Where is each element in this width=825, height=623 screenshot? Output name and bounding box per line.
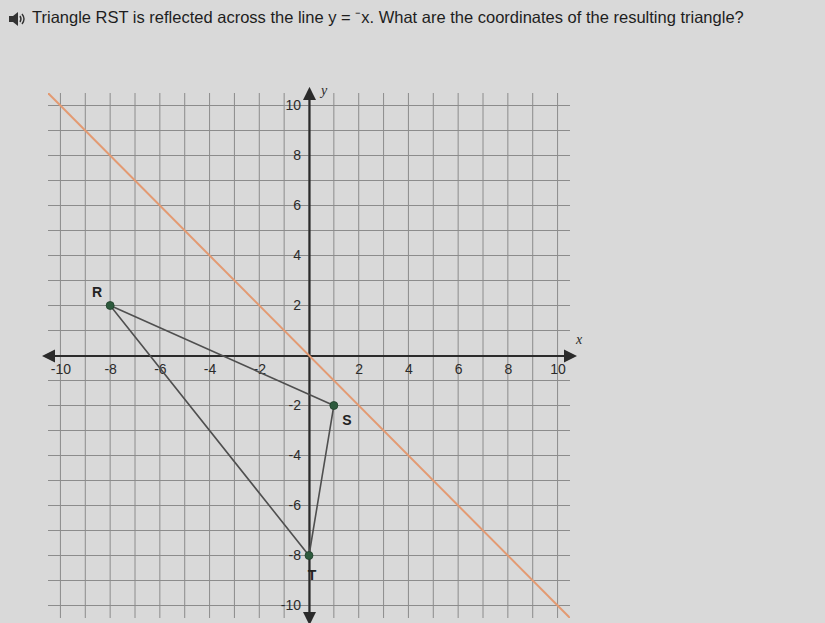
tick-label: 4 <box>293 247 301 263</box>
tick-label: -10 <box>281 597 301 613</box>
tick: -10 <box>281 597 309 613</box>
tick-label: 8 <box>293 147 301 163</box>
tick-label: 10 <box>550 361 566 377</box>
vertex <box>330 402 338 410</box>
tick-label: 8 <box>504 361 512 377</box>
canvas: -10-8-6-4-2246810-10-8-6-4-2246810xyRST <box>0 0 825 623</box>
tick: 8 <box>504 356 512 378</box>
x-axis-title: x <box>575 332 583 347</box>
tick: -4 <box>289 447 309 463</box>
tick-label: -8 <box>104 361 117 377</box>
tick: 10 <box>550 356 566 378</box>
y-axis: -10 -8 -6 -4 -2 2 4 6 8 10 <box>281 94 310 619</box>
tick: -2 <box>289 397 309 413</box>
vertex-label: S <box>342 412 351 428</box>
grid <box>48 93 570 618</box>
tick: -10 <box>51 356 71 378</box>
title: Triangle RST is reflected across the lin… <box>8 6 798 28</box>
tick: 2 <box>355 356 363 378</box>
speaker-wave[interactable] <box>20 16 21 22</box>
tick: 6 <box>293 197 309 213</box>
vertex-label: T <box>308 567 317 583</box>
tick-label: 2 <box>355 361 363 377</box>
tick: -8 <box>104 356 117 378</box>
tick-label: -4 <box>289 447 302 463</box>
point-labels: R S T <box>92 284 351 583</box>
tick: 4 <box>405 356 413 378</box>
vertex-label: R <box>92 284 102 300</box>
tick: -4 <box>204 356 217 378</box>
triangle <box>110 306 334 556</box>
tick: 10 <box>285 97 309 113</box>
tick-label: 4 <box>405 361 413 377</box>
reflection-line <box>48 93 570 618</box>
tick: -6 <box>289 497 309 513</box>
speaker-wave[interactable] <box>22 14 24 24</box>
tick-label: 10 <box>285 97 301 113</box>
tick-label: 6 <box>455 361 463 377</box>
tick-label: -10 <box>51 361 71 377</box>
speaker-icon[interactable] <box>9 12 24 26</box>
vertex <box>106 302 114 310</box>
plot-area <box>48 93 570 618</box>
tick-label: -6 <box>289 497 302 513</box>
vertex <box>305 552 313 560</box>
tick-label: -8 <box>289 547 302 563</box>
tick: 8 <box>293 147 309 163</box>
tick-label: 6 <box>293 197 301 213</box>
y-axis-title: y <box>319 83 328 98</box>
tick: 4 <box>293 247 309 263</box>
speaker-body[interactable] <box>9 12 18 26</box>
tick-label: 2 <box>293 297 301 313</box>
tick-label: -4 <box>204 361 217 377</box>
tick: 6 <box>455 356 463 378</box>
tick-label: -2 <box>289 397 302 413</box>
tick: 2 <box>293 297 309 313</box>
